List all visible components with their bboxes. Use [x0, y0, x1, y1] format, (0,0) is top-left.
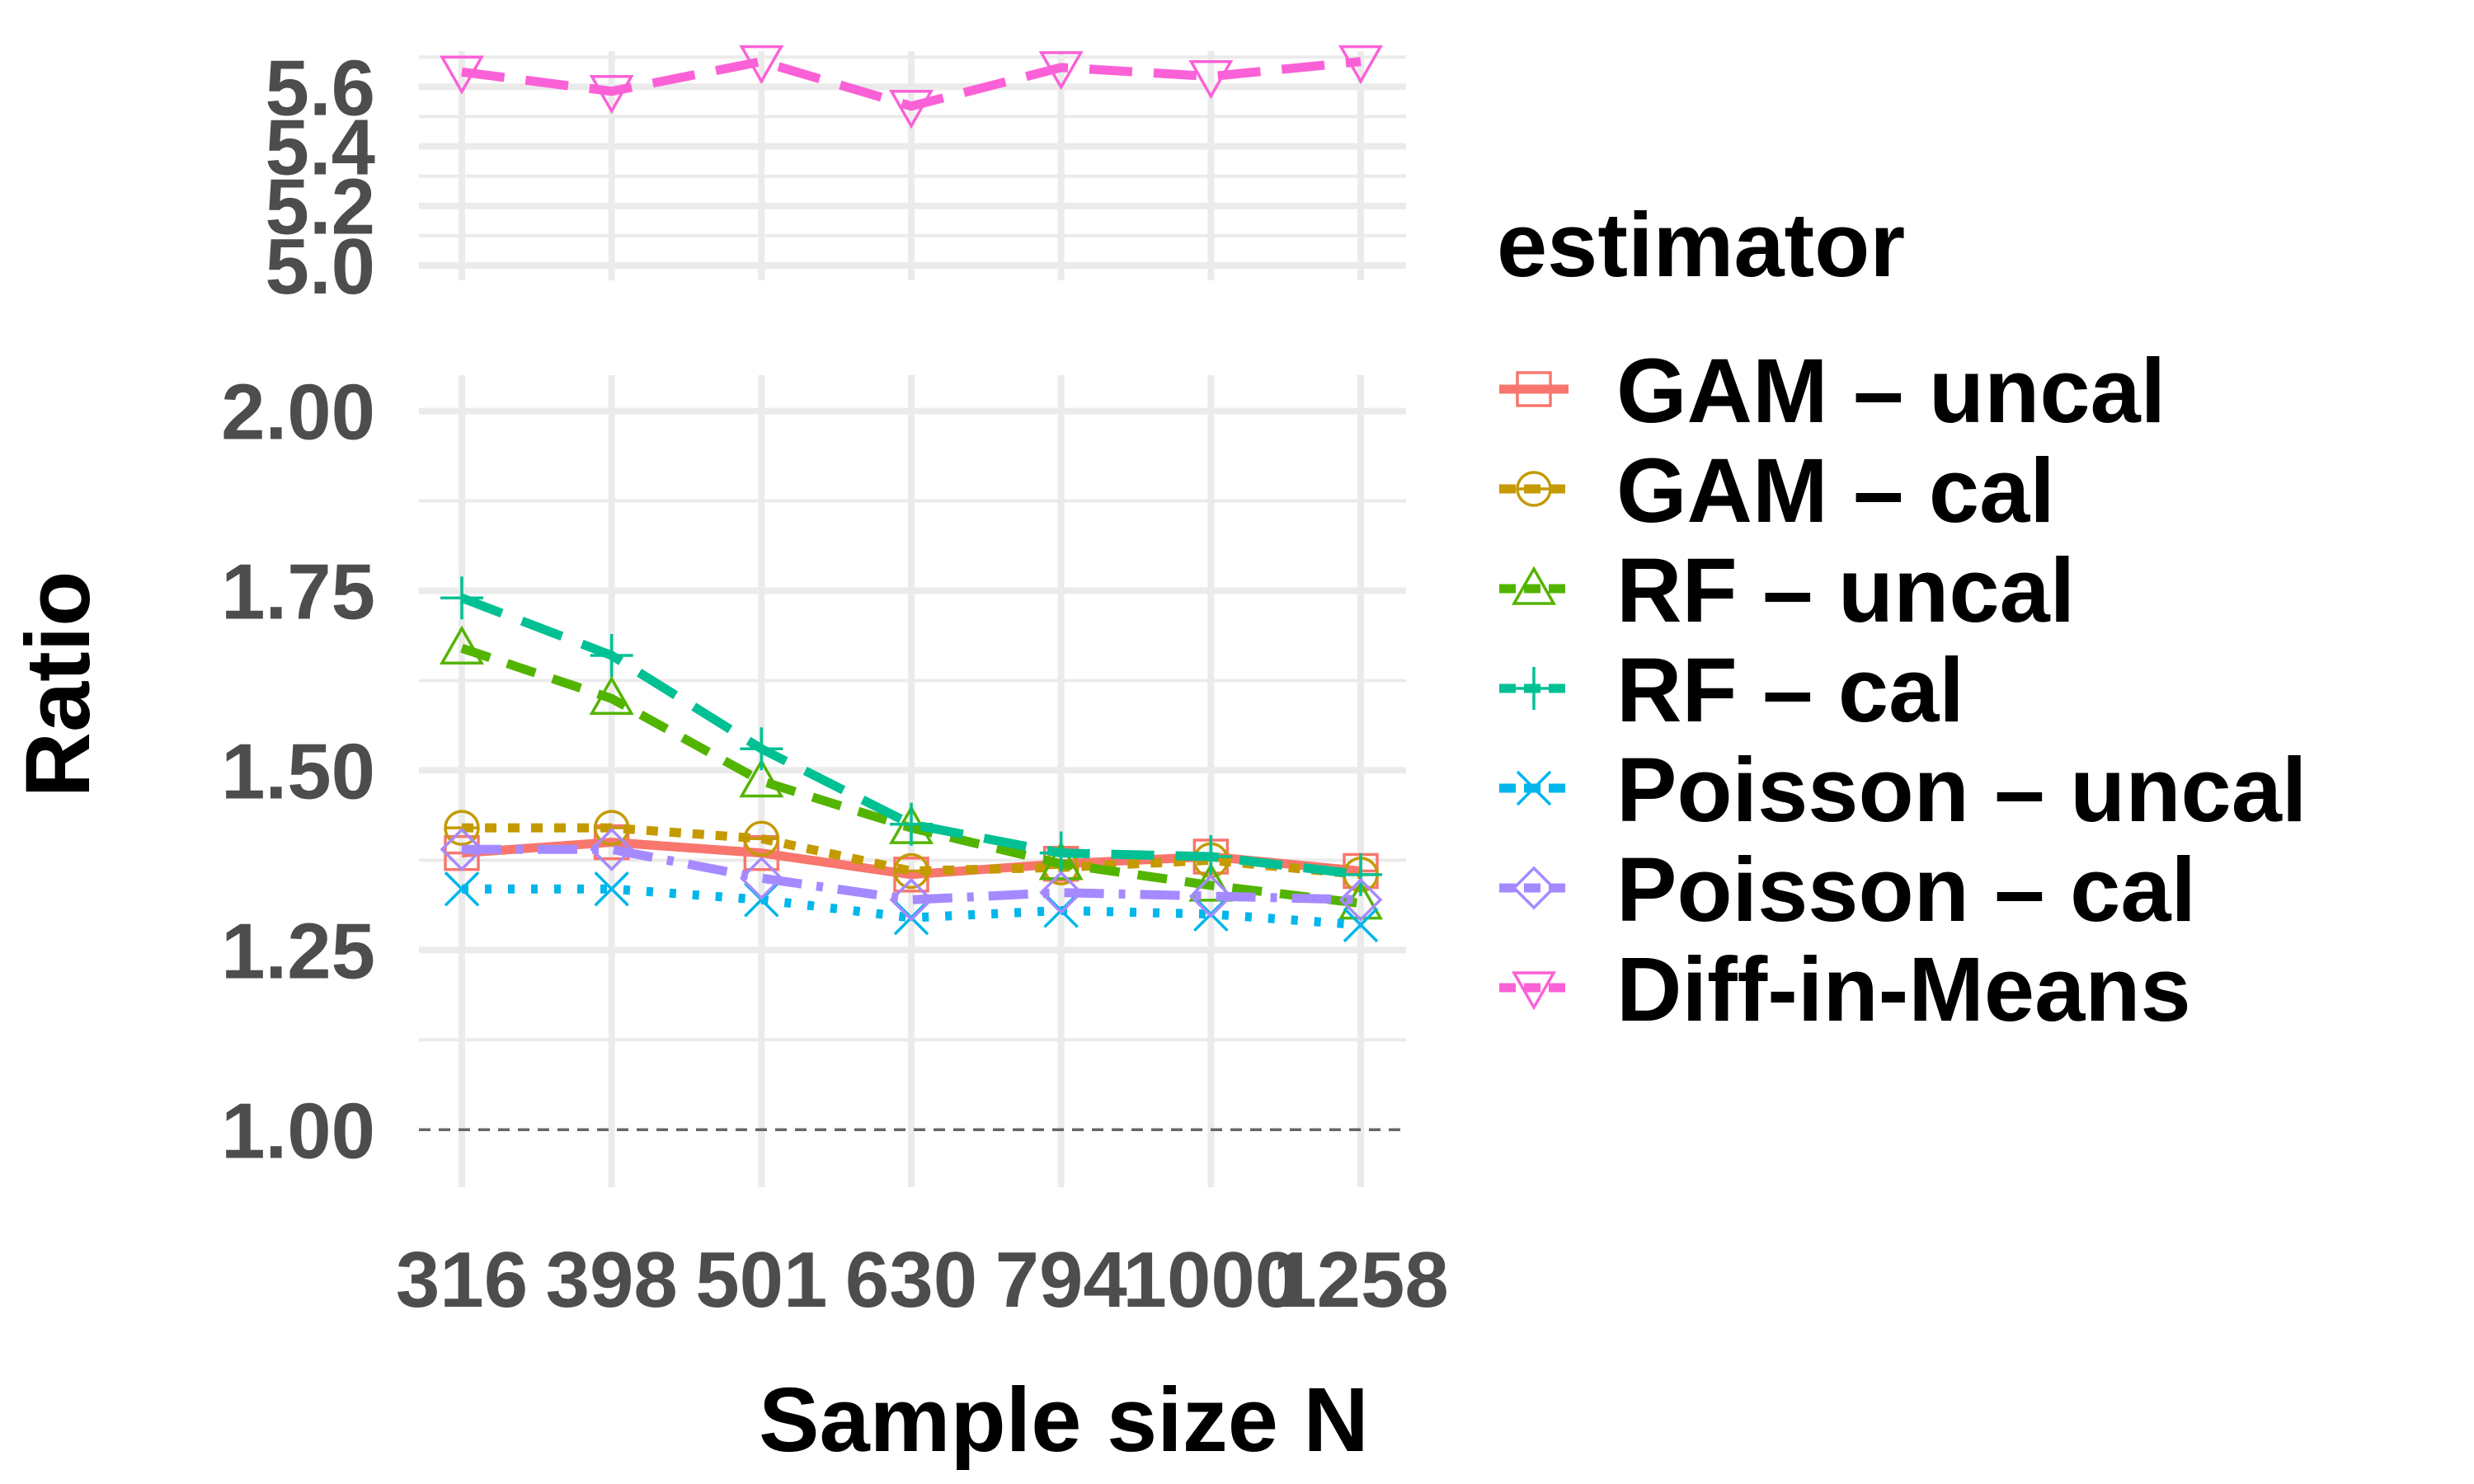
data-point [893, 852, 929, 890]
legend-label: GAM – uncal [1616, 340, 2166, 442]
data-point [439, 55, 485, 95]
data-point [1343, 907, 1379, 943]
data-point [440, 827, 484, 871]
data-point [1188, 862, 1234, 902]
data-point [739, 758, 784, 798]
legend-key-marker [1516, 471, 1552, 507]
x-tick-label: 1000 [1123, 1236, 1300, 1324]
data-point [1038, 841, 1084, 881]
legend-label: GAM – cal [1616, 440, 2055, 542]
data-point [1189, 835, 1233, 879]
data-point [1188, 59, 1234, 100]
x-axis-title: Sample size N [759, 1369, 1369, 1471]
data-point [1338, 877, 1383, 922]
y-axis-title: Ratio [7, 571, 109, 798]
data-point [1339, 852, 1382, 896]
y-tick-label: 1.25 [221, 907, 375, 995]
legend-label: Poisson – cal [1616, 839, 2196, 941]
legend-label: RF – cal [1616, 640, 1964, 741]
legend-label: RF – uncal [1616, 540, 2075, 641]
legend-key-marker [1512, 866, 1556, 910]
x-tick-label: 316 [396, 1236, 528, 1324]
data-point [439, 625, 485, 665]
bottom-panel: 1.00 1.25 1.50 1.75 2.00 [221, 369, 1406, 1187]
legend-title: estimator [1497, 195, 1905, 296]
data-point [739, 45, 784, 85]
legend-item: GAM – uncal [1499, 340, 2166, 442]
data-point [1038, 51, 1084, 91]
data-point [740, 727, 783, 771]
x-tick-label: 398 [546, 1236, 678, 1324]
x-tick-label: 501 [695, 1236, 827, 1324]
legend-label: Poisson – uncal [1616, 740, 2307, 841]
data-point [594, 871, 629, 907]
legend-item: RF – cal [1499, 640, 1964, 741]
data-point [444, 871, 480, 907]
legend-label: Diff-in-Means [1616, 939, 2191, 1040]
data-point [739, 856, 783, 900]
top-panel: 5.05.25.45.6 [266, 44, 1406, 311]
data-point [590, 633, 633, 677]
y-tick-label: 5.4 [266, 104, 375, 192]
x-tick-label: 794 [995, 1236, 1127, 1324]
legend-item: Diff-in-Means [1499, 939, 2191, 1040]
series-diff-in-means [439, 45, 1384, 129]
y-tick-label: 1.50 [221, 727, 375, 815]
x-tick-label: 630 [845, 1236, 977, 1324]
series-rf-cal [440, 576, 1382, 896]
legend-item: Poisson – uncal [1499, 740, 2307, 841]
legend-key-marker [1511, 971, 1557, 1011]
data-point [890, 802, 933, 846]
y-tick-label: 2.00 [221, 369, 375, 457]
y-tick-label: 5.0 [266, 223, 375, 311]
data-point [1188, 874, 1233, 918]
legend-key-marker [1516, 371, 1552, 407]
x-tick-label: 1258 [1272, 1236, 1449, 1324]
y-tick-label: 1.00 [221, 1087, 375, 1175]
data-point [589, 74, 634, 115]
data-point [1039, 831, 1083, 875]
legend-item: RF – uncal [1499, 540, 2075, 641]
data-point [589, 675, 634, 716]
data-point [889, 877, 934, 922]
data-point [743, 820, 780, 857]
legend-key-marker [1511, 566, 1557, 605]
y-tick-label: 1.75 [221, 548, 375, 636]
y-tick-label: 5.2 [266, 163, 375, 251]
data-point [888, 90, 934, 129]
data-point [440, 576, 483, 620]
data-point [1338, 45, 1384, 85]
data-point [590, 827, 634, 871]
data-point [743, 834, 780, 871]
series-line [461, 57, 1362, 111]
legend-key-marker [1512, 667, 1555, 710]
y-tick-label: 5.6 [266, 44, 375, 132]
legend-item: Poisson – cal [1499, 839, 2196, 941]
series-poisson-cal [440, 827, 1383, 922]
legend-item: GAM – cal [1499, 440, 2055, 542]
legend-key-marker [1516, 770, 1552, 806]
data-point [1039, 871, 1084, 915]
